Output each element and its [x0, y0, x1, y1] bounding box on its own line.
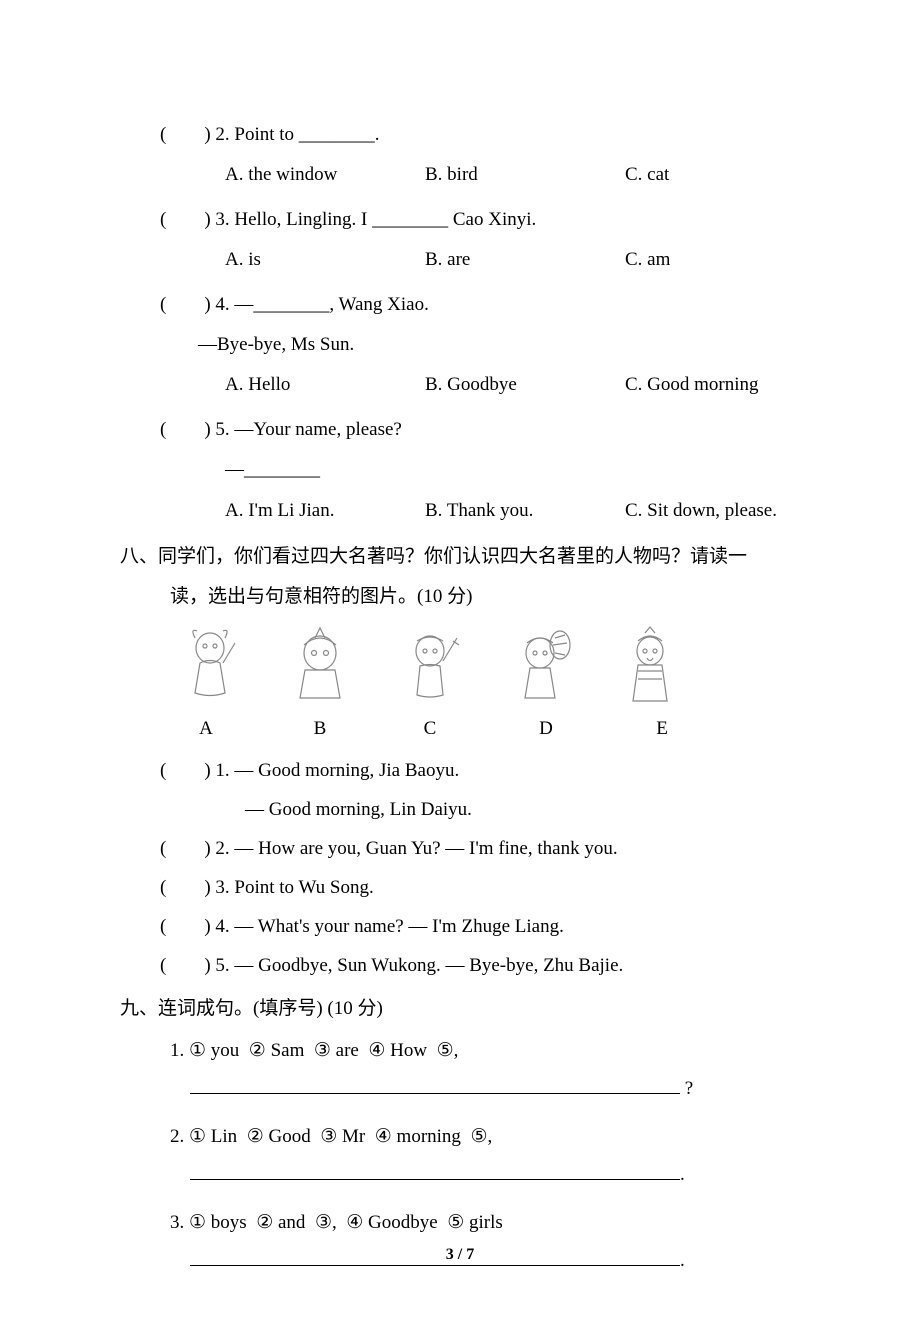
circled-2c: ② — [256, 1212, 273, 1233]
s2-w1: Lin — [211, 1126, 237, 1147]
section-8-title-1: 八、同学们，你们看过四大名著吗？你们认识四大名著里的人物吗？请读一 — [120, 540, 820, 574]
question-4-sub: —Bye-bye, Ms Sun. — [140, 330, 820, 360]
circled-3c: ③ — [315, 1212, 332, 1233]
s2-w2: Good — [268, 1126, 310, 1147]
q5-choice-c: C. Sit down, please. — [625, 496, 820, 526]
page-number: 3 / 7 — [0, 1246, 920, 1264]
question-2-choices: A. the window B. bird C. cat — [140, 160, 820, 190]
circled-4: ④ — [368, 1040, 385, 1061]
q2-choice-c: C. cat — [625, 160, 820, 190]
period-2: . — [680, 1164, 685, 1185]
question-5-choices: A. I'm Li Jian. B. Thank you. C. Sit dow… — [140, 496, 820, 526]
character-image-a — [170, 620, 250, 710]
q5-choice-a: A. I'm Li Jian. — [225, 496, 425, 526]
question-3-prompt: ( ) 3. Hello, Lingling. I ________ Cao X… — [140, 205, 820, 235]
sentence-3: 3. ① boys ② and ③, ④ Goodbye ⑤ girls — [140, 1204, 820, 1242]
match-1b: — Good morning, Lin Daiyu. — [140, 791, 820, 830]
section-9-title: 九、连词成句。(填序号) (10 分) — [120, 992, 820, 1026]
match-5: ( ) 5. — Goodbye, Sun Wukong. — Bye-bye,… — [140, 947, 820, 986]
s3-w4: Goodbye — [368, 1212, 438, 1233]
s1-w3: are — [336, 1040, 359, 1061]
qmark-1: ? — [680, 1078, 693, 1099]
q4-choice-a: A. Hello — [225, 370, 425, 400]
match-1a: ( ) 1. — Good morning, Jia Baoyu. — [140, 752, 820, 791]
circled-5: ⑤ — [437, 1040, 454, 1061]
character-image-c — [390, 620, 470, 710]
s1-w5: , — [454, 1040, 459, 1061]
s1-w1: you — [211, 1040, 240, 1061]
sentence-1: 1. ① you ② Sam ③ are ④ How ⑤, — [140, 1032, 820, 1070]
s3-num: 3. — [170, 1212, 189, 1233]
label-e: E — [628, 718, 696, 740]
label-d: D — [512, 718, 580, 740]
match-4: ( ) 4. — What's your name? — I'm Zhuge L… — [140, 908, 820, 947]
circled-1: ① — [189, 1040, 206, 1061]
question-2-prompt: ( ) 2. Point to ________. — [140, 120, 820, 150]
circled-5b: ⑤ — [470, 1126, 487, 1147]
circled-3: ③ — [314, 1040, 331, 1061]
question-5-sub: —________ — [140, 455, 820, 485]
question-4-prompt: ( ) 4. —________, Wang Xiao. — [140, 290, 820, 320]
circled-1b: ① — [189, 1126, 206, 1147]
circled-4b: ④ — [375, 1126, 392, 1147]
q2-choice-b: B. bird — [425, 160, 625, 190]
q4-choice-c: C. Good morning — [625, 370, 820, 400]
s2-w3: Mr — [342, 1126, 365, 1147]
s1-num: 1. — [170, 1040, 189, 1061]
circled-1c: ① — [189, 1212, 206, 1233]
s3-w3: , — [332, 1212, 337, 1233]
q3-choice-b: B. are — [425, 245, 625, 275]
character-image-b — [280, 620, 360, 710]
image-labels-row: A B C D E — [140, 718, 820, 740]
character-image-e — [610, 620, 690, 710]
s1-w4: How — [390, 1040, 427, 1061]
s3-w5: girls — [469, 1212, 503, 1233]
q4-choice-b: B. Goodbye — [425, 370, 625, 400]
label-a: A — [174, 718, 238, 740]
section-8-title-2: 读，选出与句意相符的图片。(10 分) — [170, 580, 820, 614]
answer-line-2: . — [140, 1162, 820, 1186]
label-b: B — [286, 718, 354, 740]
q5-choice-b: B. Thank you. — [425, 496, 625, 526]
q3-choice-c: C. am — [625, 245, 820, 275]
question-4-choices: A. Hello B. Goodbye C. Good morning — [140, 370, 820, 400]
circled-3b: ③ — [320, 1126, 337, 1147]
s3-w2: and — [278, 1212, 305, 1233]
circled-5c: ⑤ — [447, 1212, 464, 1233]
question-5-prompt: ( ) 5. —Your name, please? — [140, 415, 820, 445]
circled-2: ② — [249, 1040, 266, 1061]
circled-4c: ④ — [346, 1212, 363, 1233]
s3-w1: boys — [211, 1212, 247, 1233]
match-3: ( ) 3. Point to Wu Song. — [140, 869, 820, 908]
s2-num: 2. — [170, 1126, 189, 1147]
question-3-choices: A. is B. are C. am — [140, 245, 820, 275]
sentence-2: 2. ① Lin ② Good ③ Mr ④ morning ⑤, — [140, 1118, 820, 1156]
q3-choice-a: A. is — [225, 245, 425, 275]
character-images-row — [140, 620, 820, 710]
q2-choice-a: A. the window — [225, 160, 425, 190]
character-image-d — [500, 620, 580, 710]
match-2: ( ) 2. — How are you, Guan Yu? — I'm fin… — [140, 830, 820, 869]
circled-2b: ② — [247, 1126, 264, 1147]
s2-w4: morning — [397, 1126, 461, 1147]
s2-w5: , — [487, 1126, 492, 1147]
answer-line-1: ? — [140, 1076, 820, 1100]
s1-w2: Sam — [271, 1040, 305, 1061]
label-c: C — [396, 718, 464, 740]
